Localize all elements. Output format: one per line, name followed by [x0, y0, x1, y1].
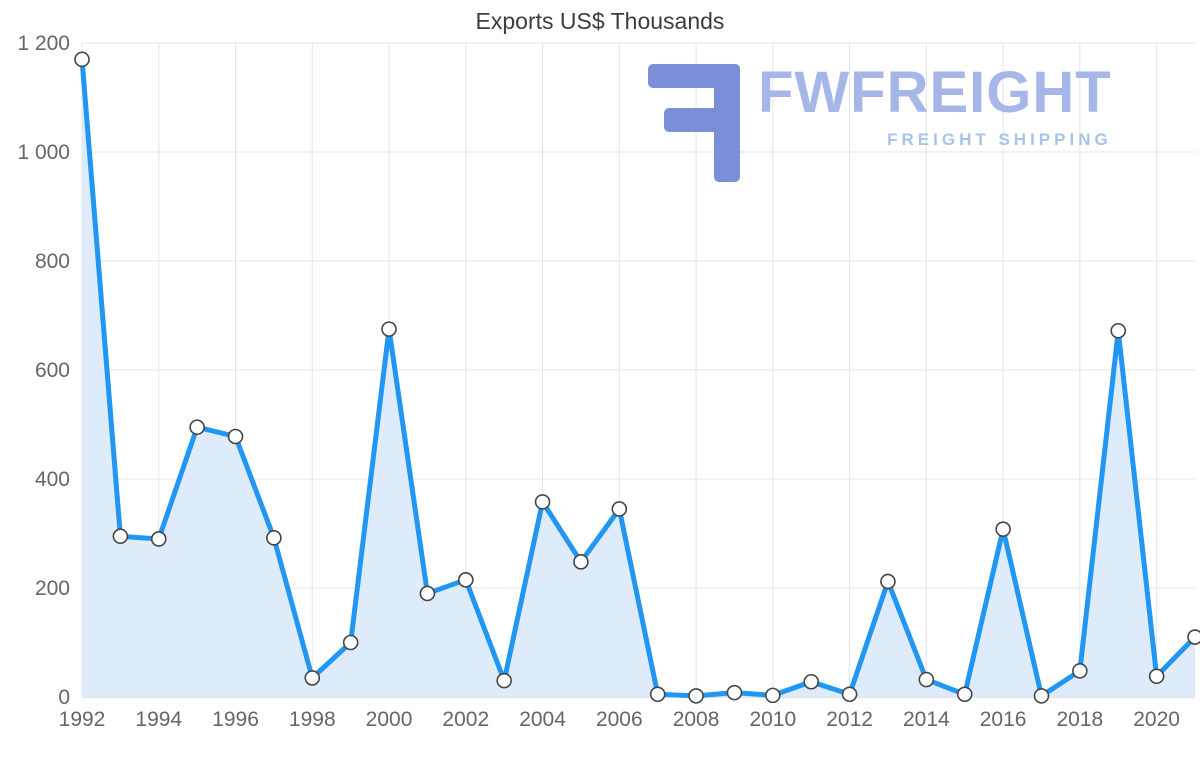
svg-text:2010: 2010 — [749, 708, 796, 731]
data-line — [79, 56, 1198, 699]
data-point-marker — [1033, 688, 1050, 704]
svg-text:1996: 1996 — [212, 708, 259, 731]
data-point-marker — [1072, 663, 1088, 679]
data-point-marker — [841, 686, 858, 703]
svg-text:400: 400 — [35, 468, 70, 491]
data-point-marker — [74, 51, 90, 68]
svg-text:1992: 1992 — [59, 708, 106, 731]
data-point-marker — [1110, 322, 1127, 339]
data-point-marker — [1148, 668, 1165, 685]
data-point-marker — [573, 554, 589, 570]
data-point-marker — [688, 688, 704, 704]
x-axis-labels: 1992 1994 1996 1998 2000 2002 2004 2006 2008 2010… — [59, 708, 1180, 731]
svg-text:2018: 2018 — [1057, 708, 1104, 731]
data-point-marker — [765, 687, 781, 704]
svg-text:1994: 1994 — [135, 708, 182, 731]
data-point-marker — [112, 528, 129, 545]
svg-text:2020: 2020 — [1133, 708, 1180, 731]
data-point-marker — [918, 671, 935, 688]
data-point-marker — [956, 686, 973, 703]
svg-text:2002: 2002 — [442, 708, 489, 731]
svg-text:1 200: 1 200 — [17, 32, 70, 55]
data-point-marker — [496, 672, 512, 689]
data-point-marker — [381, 321, 397, 337]
svg-text:800: 800 — [35, 250, 70, 273]
svg-text:2004: 2004 — [519, 708, 566, 731]
svg-text:0: 0 — [58, 686, 70, 709]
chart-title: Exports US$ Thousands — [475, 8, 725, 34]
svg-text:600: 600 — [35, 359, 70, 382]
data-point-marker — [995, 521, 1011, 537]
svg-text:200: 200 — [35, 577, 70, 600]
svg-text:2014: 2014 — [903, 708, 950, 731]
data-point-marker — [726, 684, 743, 701]
data-point-marker — [649, 686, 666, 703]
data-point-marker — [227, 428, 244, 445]
data-point-marker — [611, 501, 628, 517]
svg-text:2016: 2016 — [980, 708, 1027, 731]
data-points — [74, 51, 1200, 704]
data-point-marker — [150, 531, 167, 547]
data-point-marker — [1187, 629, 1200, 645]
svg-text:2000: 2000 — [366, 708, 413, 731]
data-point-marker — [342, 634, 359, 651]
data-point-marker — [803, 673, 820, 690]
data-point-marker — [880, 573, 896, 590]
svg-text:2012: 2012 — [826, 708, 873, 731]
svg-text:2006: 2006 — [596, 708, 643, 731]
svg-text:1 000: 1 000 — [17, 141, 70, 164]
svg-text:1998: 1998 — [289, 708, 336, 731]
area-fill — [82, 59, 1195, 698]
svg-text:2008: 2008 — [673, 708, 720, 731]
data-point-marker — [304, 670, 321, 686]
y-axis-labels: 0 200 400 600 800 1 000 1 200 — [17, 32, 70, 709]
data-point-marker — [189, 419, 205, 436]
data-point-marker — [457, 572, 474, 588]
data-point-marker — [534, 494, 551, 510]
data-point-marker — [266, 530, 282, 546]
data-point-marker — [419, 585, 436, 602]
